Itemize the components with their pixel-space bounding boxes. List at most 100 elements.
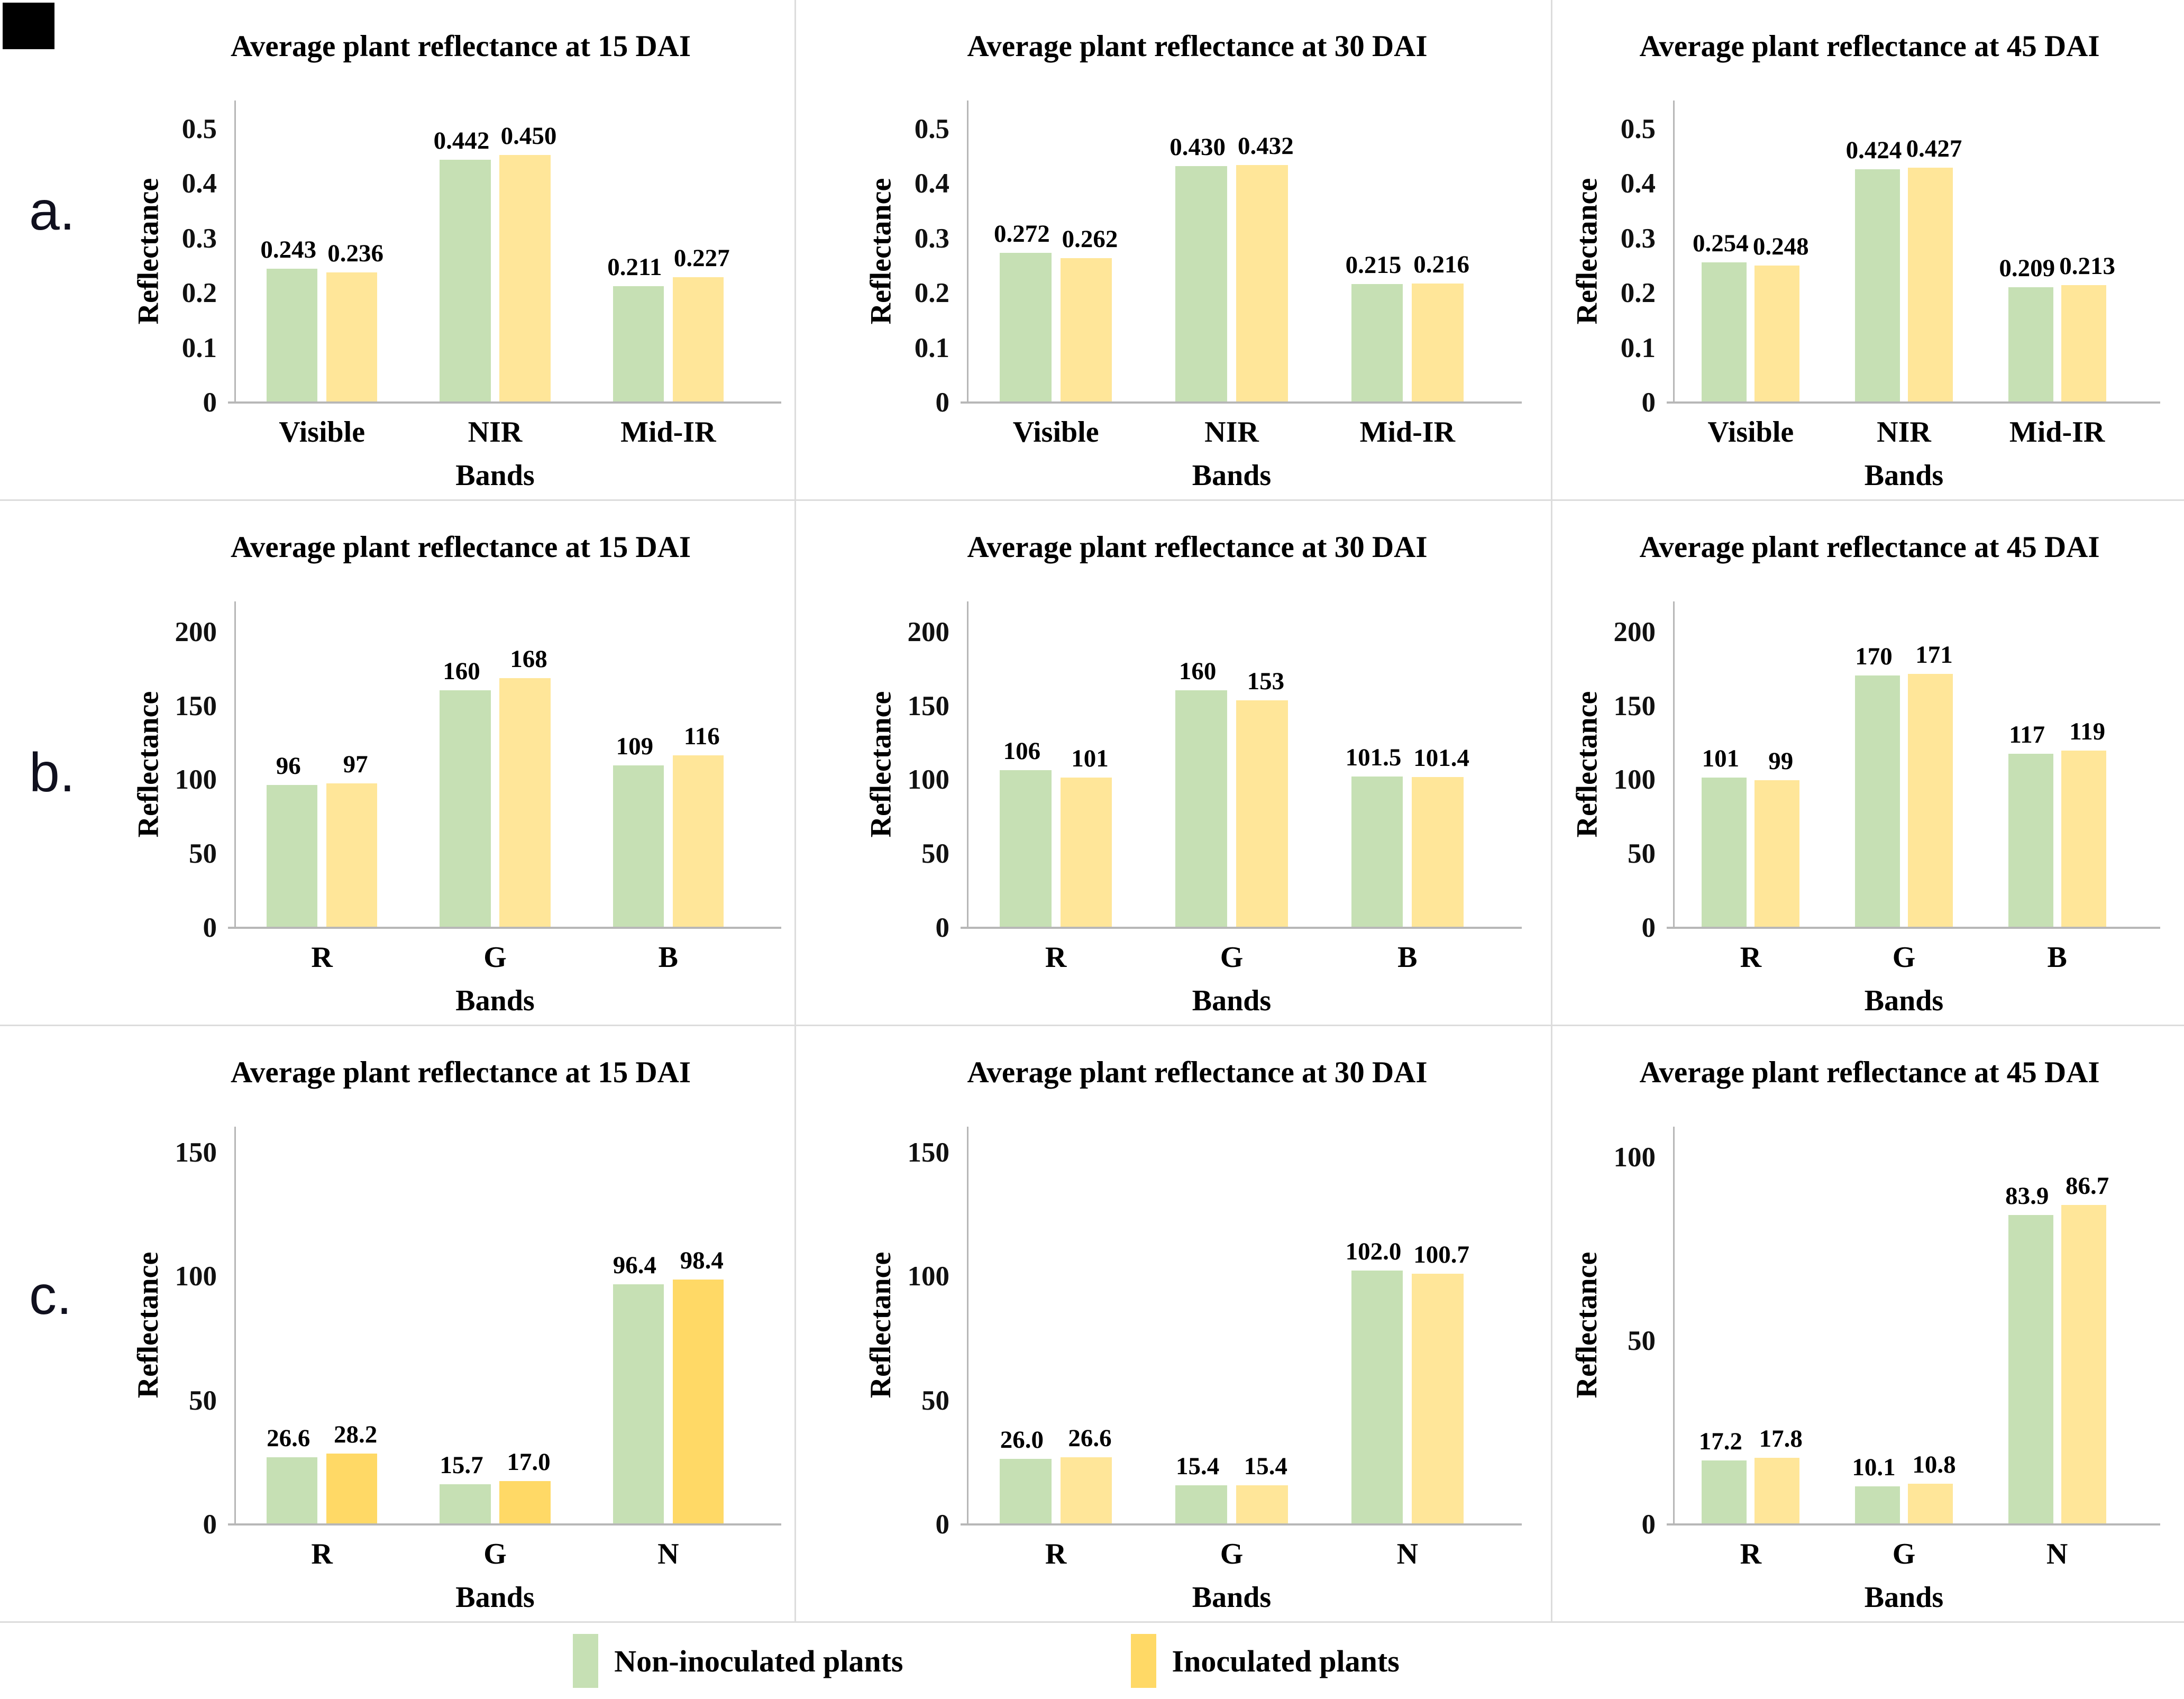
- category-label: Mid-IR: [620, 416, 716, 449]
- bar-non-inoculated: [1854, 1486, 1900, 1523]
- bar-non-inoculated: [1175, 1485, 1228, 1523]
- bar-value-label: 99: [1768, 747, 1794, 775]
- chart-a-30-dai: Average plant reflectance at 30 DAI Refle…: [860, 0, 1535, 499]
- legend-swatch-green: [573, 1634, 599, 1688]
- bar-non-inoculated: [1854, 675, 1900, 927]
- y-tick-label: 50: [1628, 1325, 1656, 1356]
- bar-value-label: 109: [616, 733, 654, 761]
- y-tick-label: 0: [203, 387, 217, 418]
- y-tick-label: 0.3: [914, 223, 949, 254]
- y-tick-label: 100: [907, 1261, 950, 1292]
- x-axis-label: Bands: [455, 459, 535, 492]
- chart-title: Average plant reflectance at 30 DAI: [967, 1056, 1428, 1089]
- bar-non-inoculated: [613, 765, 664, 927]
- category-label: NIR: [468, 416, 523, 449]
- category-label: Visible: [279, 416, 365, 449]
- bar-value-label: 0.262: [1062, 225, 1118, 253]
- category-label: R: [311, 1538, 333, 1570]
- bar-inoculated: [1236, 165, 1288, 401]
- y-tick-label: 50: [1628, 838, 1656, 870]
- y-tick-label: 150: [907, 690, 950, 721]
- bar-inoculated: [1060, 258, 1112, 401]
- chart-title: Average plant reflectance at 30 DAI: [967, 531, 1428, 564]
- bar-inoculated: [672, 755, 724, 927]
- category-label: G: [1892, 941, 1916, 974]
- chart-c-30-dai: Average plant reflectance at 30 DAI Refle…: [860, 1026, 1535, 1621]
- category-label: R: [1740, 941, 1762, 974]
- bar-inoculated: [1412, 283, 1464, 401]
- bar-inoculated: [2061, 751, 2106, 927]
- bar-inoculated: [1236, 700, 1288, 927]
- bar-inoculated: [1412, 777, 1464, 927]
- bar-value-label: 101.5: [1345, 744, 1402, 772]
- bar-value-label: 26.0: [1000, 1426, 1044, 1454]
- bar-inoculated: [1907, 673, 1953, 927]
- bar-value-label: 83.9: [2005, 1182, 2049, 1210]
- y-tick-label: 0.2: [181, 278, 217, 309]
- y-tick-label: 150: [175, 1137, 217, 1168]
- bar-value-label: 0.216: [1413, 250, 1470, 278]
- category-label: G: [1220, 941, 1244, 974]
- bar-value-label: 101: [1702, 744, 1740, 772]
- bar-non-inoculated: [2008, 287, 2053, 401]
- x-axis-label: Bands: [455, 984, 535, 1017]
- bar-value-label: 86.7: [2066, 1172, 2109, 1200]
- bar-inoculated: [499, 1481, 551, 1523]
- y-tick-label: 0.2: [1620, 278, 1656, 309]
- bar-non-inoculated: [440, 690, 491, 927]
- category-label: G: [1220, 1538, 1244, 1570]
- y-tick-label: 100: [1613, 764, 1656, 796]
- y-tick-label: 200: [1613, 616, 1656, 647]
- legend-item-inoculated: Inoculated plants: [1130, 1634, 1400, 1688]
- chart-c-45-dai: Average plant reflectance at 45 DAI Refle…: [1566, 1026, 2173, 1621]
- y-axis-line: [967, 601, 968, 927]
- x-axis-label: Bands: [1864, 1581, 1944, 1614]
- y-tick-label: 150: [1613, 690, 1656, 721]
- bar-inoculated: [326, 1453, 378, 1523]
- x-axis-label: Bands: [455, 1581, 535, 1614]
- y-tick-label: 100: [175, 764, 217, 796]
- legend-label-inoculated: Inoculated plants: [1172, 1643, 1400, 1678]
- bar-inoculated: [672, 277, 724, 401]
- legend-swatch-yellow: [1130, 1634, 1156, 1688]
- bar-non-inoculated: [999, 1459, 1052, 1523]
- category-label: NIR: [1877, 416, 1931, 449]
- bar-non-inoculated: [999, 252, 1052, 401]
- y-tick-label: 50: [189, 1385, 217, 1416]
- bar-value-label: 101: [1071, 744, 1109, 772]
- legend: Non-inoculated plants Inoculated plants: [0, 1623, 2078, 1699]
- y-tick-label: 0: [1641, 387, 1656, 418]
- bar-value-label: 28.2: [334, 1420, 378, 1448]
- bar-inoculated: [1236, 1485, 1288, 1523]
- y-tick-label: 150: [175, 690, 217, 721]
- y-axis-line: [967, 1127, 968, 1523]
- x-axis-line: [1667, 1523, 2160, 1526]
- x-axis-line: [961, 1523, 1522, 1526]
- bar-non-inoculated: [1175, 690, 1228, 927]
- bar-inoculated: [1754, 1458, 1800, 1523]
- chart-b-45-dai: Average plant reflectance at 45 DAI Refle…: [1566, 501, 2173, 1025]
- cell-b-30: Average plant reflectance at 30 DAI Refle…: [796, 501, 1552, 1026]
- chart-a-45-dai: Average plant reflectance at 45 DAI Refle…: [1566, 0, 2173, 499]
- bar-value-label: 117: [2009, 720, 2045, 748]
- bar-value-label: 96.4: [613, 1252, 656, 1280]
- y-tick-label: 0: [935, 1509, 950, 1540]
- y-tick-label: 0: [935, 912, 950, 943]
- bar-non-inoculated: [613, 1284, 664, 1523]
- y-tick-label: 0: [203, 912, 217, 943]
- y-tick-label: 200: [907, 616, 950, 647]
- y-tick-label: 0.1: [181, 332, 217, 363]
- y-tick-label: 100: [907, 764, 950, 796]
- chart-title: Average plant reflectance at 15 DAI: [230, 1056, 691, 1089]
- bar-value-label: 0.424: [1845, 136, 1902, 165]
- y-axis-line: [967, 101, 968, 401]
- bar-value-label: 101.4: [1413, 744, 1470, 772]
- bar-value-label: 116: [683, 722, 720, 750]
- corner-mark: [3, 3, 54, 49]
- y-tick-label: 0.5: [181, 113, 217, 144]
- bar-value-label: 96: [276, 752, 301, 780]
- y-axis-line: [234, 1127, 236, 1523]
- y-tick-label: 0: [203, 1509, 217, 1540]
- bar-inoculated: [1754, 266, 1800, 401]
